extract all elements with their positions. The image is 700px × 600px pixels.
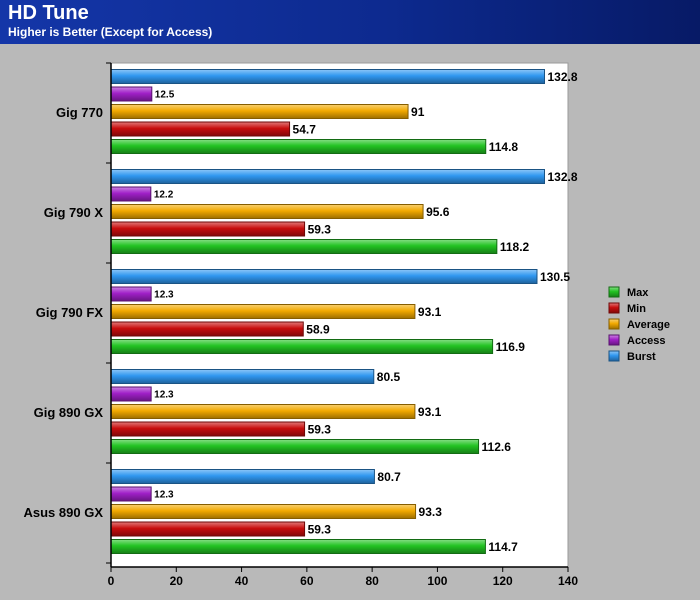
bar-gig-890-gx-burst xyxy=(110,369,375,384)
value-label-asus-890-gx-min: 59.3 xyxy=(308,523,332,537)
value-label-gig-790-x-access: 12.2 xyxy=(154,190,174,201)
category-label-gig-890-gx: Gig 890 GX xyxy=(34,405,104,420)
x-tick-label: 0 xyxy=(108,574,115,588)
bar-gig-790-x-min xyxy=(110,221,306,237)
x-tick-label: 120 xyxy=(493,574,513,588)
bar-asus-890-gx-burst xyxy=(110,469,375,484)
bar-asus-890-gx-access xyxy=(110,486,152,502)
x-tick-label: 80 xyxy=(365,574,379,588)
bar-gig-790-fx-burst xyxy=(110,269,538,284)
legend-label-access: Access xyxy=(627,335,666,347)
value-label-gig-790-x-burst: 132.8 xyxy=(547,170,577,184)
bar-gig-770-burst xyxy=(110,69,545,84)
value-label-gig-890-gx-min: 59.3 xyxy=(308,423,332,437)
bar-gig-770-access xyxy=(110,86,153,102)
x-tick-label: 40 xyxy=(235,574,249,588)
value-label-asus-890-gx-average: 93.3 xyxy=(419,505,443,519)
bar-gig-790-fx-max xyxy=(110,339,494,354)
legend-label-min: Min xyxy=(627,303,646,315)
bar-asus-890-gx-min xyxy=(110,521,306,537)
bar-gig-770-max xyxy=(110,139,487,154)
x-tick-label: 20 xyxy=(170,574,184,588)
legend-label-average: Average xyxy=(627,319,670,331)
bar-gig-790-x-average xyxy=(110,204,424,219)
x-tick-label: 60 xyxy=(300,574,314,588)
legend-swatch-min xyxy=(608,302,620,314)
category-label-gig-790-x: Gig 790 X xyxy=(44,205,104,220)
category-label-asus-890-gx: Asus 890 GX xyxy=(24,505,104,520)
bar-gig-770-average xyxy=(110,104,409,119)
bar-gig-890-gx-access xyxy=(110,386,152,402)
value-label-gig-770-access: 12.5 xyxy=(155,90,175,101)
value-label-gig-790-x-max: 118.2 xyxy=(500,240,530,254)
bar-gig-890-gx-average xyxy=(110,404,416,419)
value-label-asus-890-gx-max: 114.7 xyxy=(488,540,518,554)
header-bar: HD Tune Higher is Better (Except for Acc… xyxy=(0,0,700,44)
legend-swatch-average xyxy=(608,318,620,330)
value-label-gig-790-fx-average: 93.1 xyxy=(418,305,442,319)
value-label-gig-890-gx-average: 93.1 xyxy=(418,405,442,419)
bar-gig-770-min xyxy=(110,121,291,137)
legend-swatch-burst xyxy=(608,350,620,362)
value-label-gig-770-average: 91 xyxy=(411,105,425,119)
value-label-gig-890-gx-max: 112.6 xyxy=(482,440,512,454)
bar-gig-790-fx-average xyxy=(110,304,416,319)
value-label-gig-790-fx-min: 58.9 xyxy=(306,323,330,337)
value-label-gig-790-x-average: 95.6 xyxy=(426,205,450,219)
bar-gig-790-fx-access xyxy=(110,286,152,302)
bar-gig-790-fx-min xyxy=(110,321,304,337)
value-label-gig-890-gx-burst: 80.5 xyxy=(377,370,401,384)
legend-label-burst: Burst xyxy=(627,351,656,363)
value-label-gig-770-min: 54.7 xyxy=(293,123,317,137)
value-label-gig-790-fx-burst: 130.5 xyxy=(540,270,570,284)
bar-gig-890-gx-max xyxy=(110,439,480,454)
bar-gig-790-x-max xyxy=(110,239,498,254)
value-label-asus-890-gx-access: 12.3 xyxy=(154,490,174,501)
bar-asus-890-gx-average xyxy=(110,504,417,519)
bar-gig-890-gx-min xyxy=(110,421,306,437)
value-label-gig-770-max: 114.8 xyxy=(489,140,519,154)
bar-asus-890-gx-max xyxy=(110,539,486,554)
value-label-asus-890-gx-burst: 80.7 xyxy=(377,470,401,484)
value-label-gig-770-burst: 132.8 xyxy=(547,70,577,84)
chart-title: HD Tune xyxy=(8,2,89,24)
x-tick-label: 140 xyxy=(558,574,578,588)
legend-swatch-access xyxy=(608,334,620,346)
value-label-gig-890-gx-access: 12.3 xyxy=(154,390,174,401)
bar-gig-790-x-burst xyxy=(110,169,545,184)
category-label-gig-790-fx: Gig 790 FX xyxy=(36,305,104,320)
bar-gig-790-x-access xyxy=(110,186,152,202)
category-label-gig-770: Gig 770 xyxy=(56,105,103,120)
x-tick-label: 100 xyxy=(427,574,447,588)
value-label-gig-790-fx-max: 116.9 xyxy=(496,340,526,354)
legend-swatch-max xyxy=(608,286,620,298)
legend-label-max: Max xyxy=(627,287,649,299)
value-label-gig-790-x-min: 59.3 xyxy=(308,223,332,237)
value-label-gig-790-fx-access: 12.3 xyxy=(154,290,174,301)
chart-subtitle: Higher is Better (Except for Access) xyxy=(8,25,213,39)
